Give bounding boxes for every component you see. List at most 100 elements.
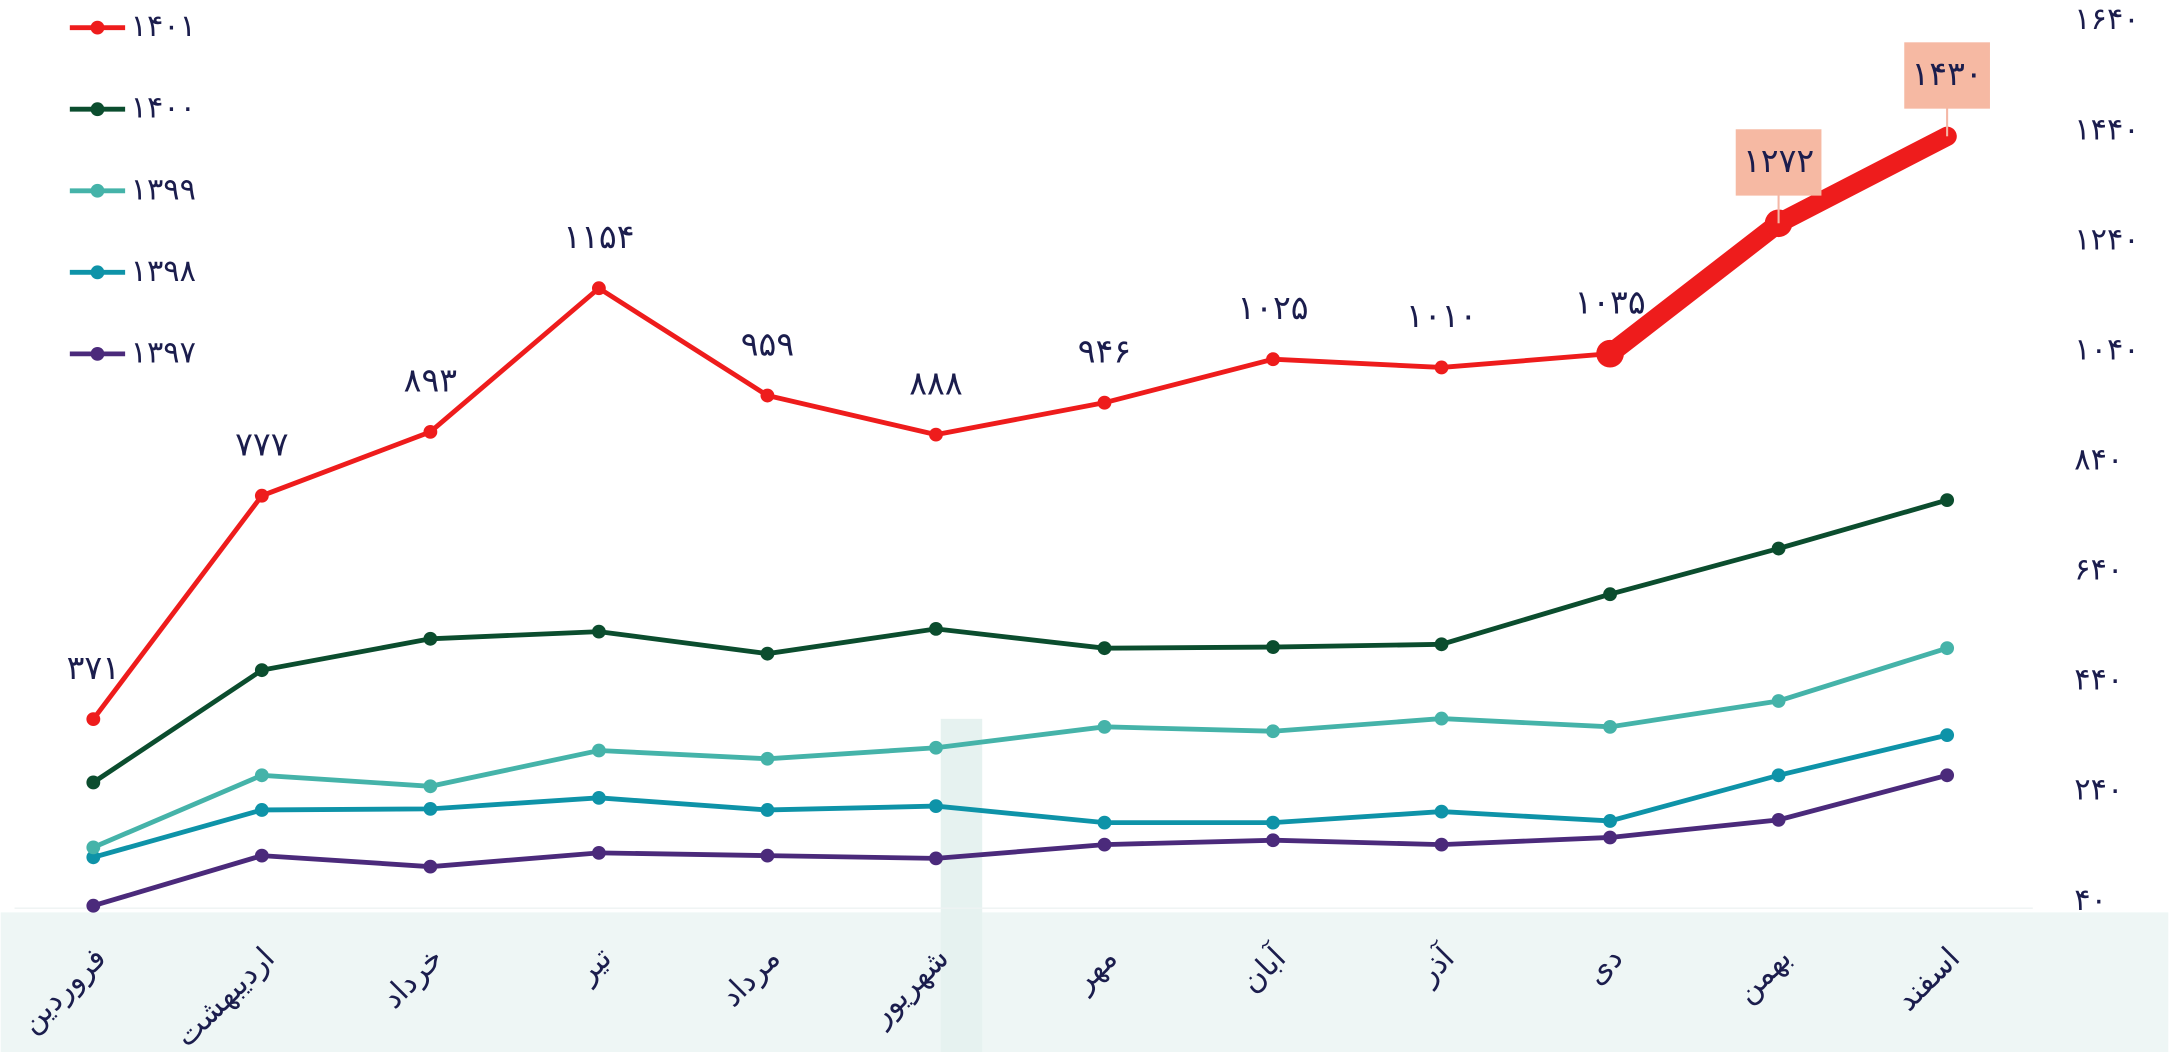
data-point: [1434, 360, 1449, 375]
data-label: ۱۴۳۰: [1911, 54, 1982, 93]
data-point: [760, 803, 775, 817]
data-point: [591, 790, 606, 805]
data-point: [591, 281, 606, 296]
data-point: [1940, 728, 1955, 743]
data-point: [1266, 815, 1280, 830]
data-point: [760, 751, 775, 766]
y-tick-label: ۱۴۴۰: [2074, 112, 2139, 147]
data-label: ۹۴۶: [1078, 331, 1131, 370]
data-point: [760, 848, 775, 863]
data-point: [1097, 815, 1112, 830]
data-point: [760, 388, 775, 403]
data-point: [929, 799, 943, 814]
data-label: ۱۰۱۰: [1406, 296, 1477, 335]
data-label: ۳۷۱: [67, 648, 120, 687]
skyline-background: [0, 912, 2169, 1052]
data-point: [254, 803, 269, 817]
data-point: [1266, 640, 1280, 654]
data-label: ۱۰۲۵: [1237, 288, 1308, 327]
data-point: [1434, 711, 1449, 726]
data-label: ۸۸۸: [909, 363, 962, 402]
legend-label: ۱۴۰۰: [131, 91, 196, 126]
series-line: [92, 772, 1948, 909]
data-point: [1603, 830, 1617, 845]
data-point: [254, 848, 269, 863]
data-point: [254, 768, 269, 783]
data-point: [86, 775, 101, 790]
y-tick-label: ۲۴۰: [2074, 773, 2123, 808]
data-point: [1266, 833, 1280, 848]
label-box: [1735, 129, 1822, 196]
data-point: [86, 850, 101, 865]
data-point: [929, 621, 943, 636]
legend-label: ۱۳۹۹: [131, 172, 196, 207]
data-point: [1596, 339, 1624, 368]
legend-marker: [90, 346, 105, 361]
y-tick-label: ۱۲۴۰: [2074, 222, 2139, 257]
data-point: [1771, 541, 1786, 556]
data-point: [1097, 837, 1112, 852]
data-point: [423, 859, 438, 874]
data-point: [1434, 804, 1449, 819]
data-label: ۹۵۹: [741, 324, 794, 363]
data-point: [1434, 637, 1449, 652]
data-point: [929, 851, 943, 866]
y-tick-label: ۱۶۴۰: [2074, 2, 2139, 37]
y-tick-label: ۴۴۰: [2074, 663, 2123, 698]
data-point: [423, 801, 438, 816]
series-line: [92, 732, 1948, 860]
data-label: ۷۷۷: [235, 424, 288, 463]
highlight-segment: [1768, 126, 1957, 233]
data-point: [760, 646, 775, 661]
data-point: [591, 845, 606, 860]
y-tick-label: ۱۰۴۰: [2074, 332, 2139, 367]
highlight-segment: [1600, 213, 1789, 364]
data-point: [423, 424, 438, 439]
data-point: [1097, 395, 1112, 410]
y-tick-label: ۸۴۰: [2074, 443, 2123, 478]
data-point: [591, 624, 606, 639]
data-point: [1771, 768, 1786, 783]
label-box: [1904, 42, 1990, 109]
series-line: [91, 134, 1949, 721]
data-point: [591, 743, 606, 758]
series-line: [91, 497, 1948, 785]
legend-marker: [90, 265, 105, 280]
data-point: [929, 740, 943, 755]
legend-label: ۱۳۹۷: [131, 335, 196, 370]
data-label: ۱۱۵۴: [563, 217, 634, 256]
data-point: [1603, 814, 1617, 828]
data-point: [1771, 694, 1786, 708]
series-line: [92, 645, 1948, 850]
data-point: [254, 663, 269, 678]
legend-marker: [90, 183, 105, 198]
legend-label: ۱۴۰۱: [131, 9, 196, 44]
data-point: [1266, 352, 1280, 367]
data-point: [1097, 641, 1112, 656]
tower-background: [940, 718, 983, 1052]
data-point: [86, 712, 101, 727]
data-point: [1603, 719, 1617, 734]
y-tick-label: ۶۴۰: [2074, 553, 2123, 588]
data-point: [86, 898, 101, 913]
data-point: [423, 779, 438, 794]
data-point: [1940, 641, 1955, 656]
data-point: [423, 631, 438, 646]
y-tick-label: ۴۰: [2074, 883, 2107, 918]
legend-marker: [90, 20, 105, 35]
data-point: [1266, 724, 1280, 739]
legend-label: ۱۳۹۸: [131, 254, 196, 289]
data-point: [1603, 587, 1617, 602]
data-point: [1940, 493, 1955, 508]
data-label: ۱۰۳۵: [1574, 282, 1645, 321]
data-point: [1940, 768, 1955, 783]
data-point: [86, 840, 101, 855]
data-point: [254, 488, 269, 503]
data-label: ۱۲۷۲: [1743, 141, 1814, 180]
legend-marker: [90, 102, 105, 117]
data-point: [1434, 837, 1449, 852]
data-point: [1097, 719, 1112, 734]
data-label: ۸۹۳: [404, 361, 457, 400]
data-point: [1771, 812, 1786, 827]
